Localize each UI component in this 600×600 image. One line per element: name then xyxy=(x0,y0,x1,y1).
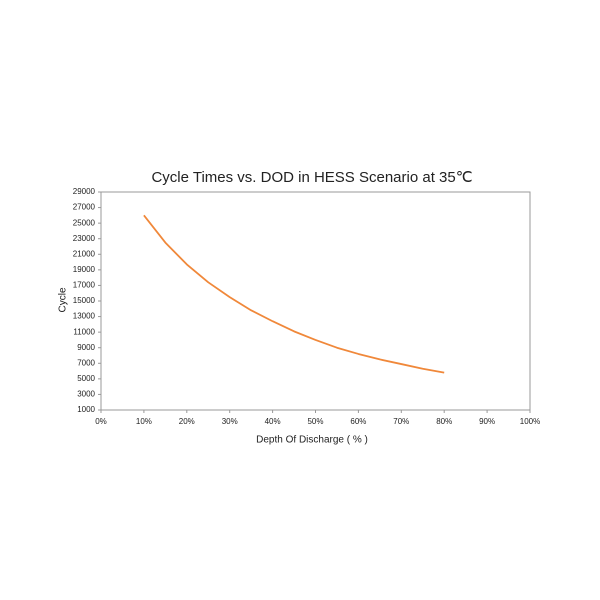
x-tick-label: 100% xyxy=(520,417,540,426)
y-tick-label: 21000 xyxy=(73,249,96,258)
y-tick-label: 9000 xyxy=(77,343,95,352)
y-tick-label: 13000 xyxy=(73,312,96,321)
y-tick-label: 7000 xyxy=(77,358,95,367)
y-tick-label: 19000 xyxy=(73,265,96,274)
y-tick-label: 29000 xyxy=(73,187,96,196)
y-tick-label: 25000 xyxy=(73,218,96,227)
x-tick-label: 60% xyxy=(350,417,366,426)
x-axis-label: Depth Of Discharge ( % ) xyxy=(256,435,368,446)
x-tick-label: 0% xyxy=(95,417,107,426)
y-tick-label: 23000 xyxy=(73,234,96,243)
x-tick-label: 40% xyxy=(265,417,281,426)
x-tick-label: 90% xyxy=(479,417,495,426)
y-tick-label: 3000 xyxy=(77,390,95,399)
y-tick-label: 1000 xyxy=(77,405,95,414)
x-tick-label: 70% xyxy=(393,417,409,426)
plot-frame xyxy=(100,191,531,411)
line-series xyxy=(143,214,445,374)
y-tick-label: 17000 xyxy=(73,281,96,290)
y-tick-label: 15000 xyxy=(73,296,96,305)
chart-title: Cycle Times vs. DOD in HESS Scenario at … xyxy=(151,169,472,186)
x-tick-label: 50% xyxy=(307,417,323,426)
x-tick-label: 20% xyxy=(179,417,195,426)
x-tick-label: 30% xyxy=(222,417,238,426)
y-tick-label: 11000 xyxy=(73,327,95,336)
y-tick-label: 27000 xyxy=(73,203,96,212)
y-axis-label: Cycle xyxy=(58,287,69,312)
x-tick-label: 80% xyxy=(436,417,452,426)
x-tick-label: 10% xyxy=(136,417,152,426)
y-tick-label: 5000 xyxy=(77,374,95,383)
